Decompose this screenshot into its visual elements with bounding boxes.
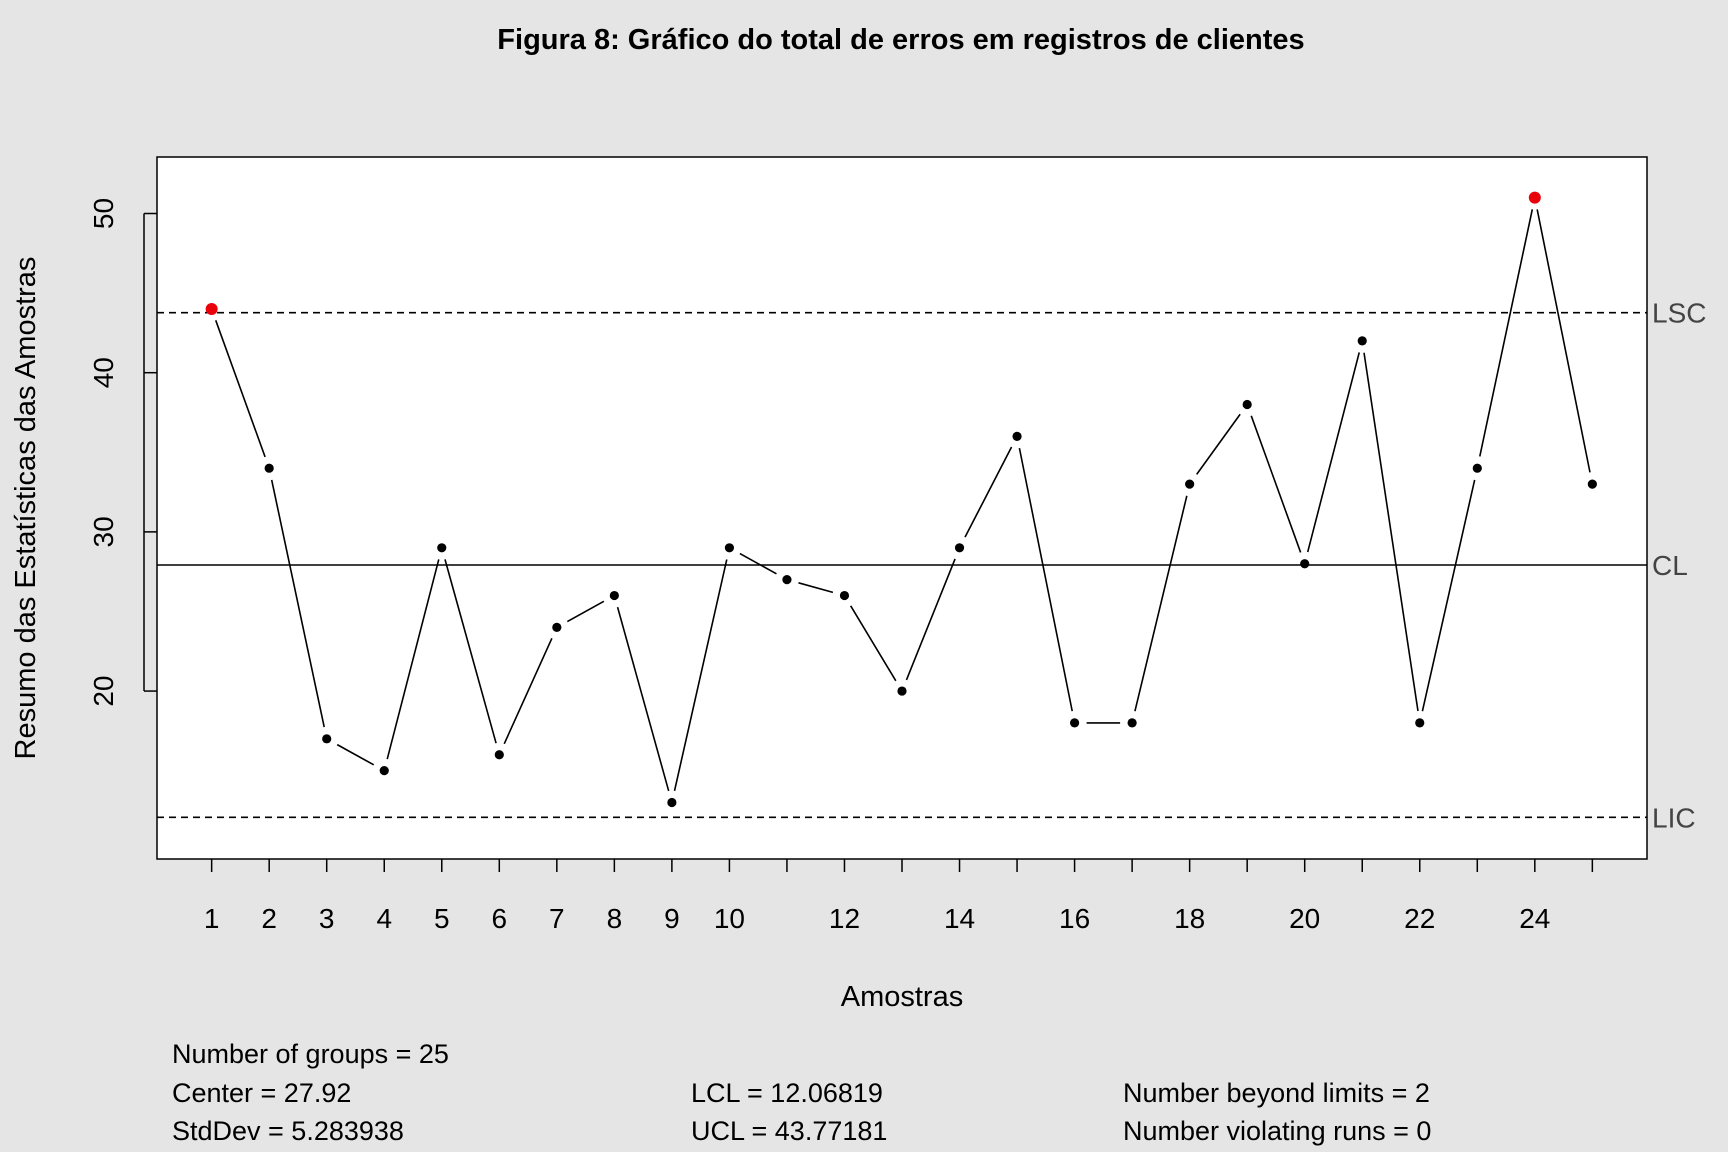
- series-segment: [1536, 209, 1591, 473]
- plot-area: [156, 156, 1648, 860]
- series-segment: [616, 606, 670, 792]
- series-segment: [1250, 415, 1302, 553]
- series-segment: [849, 605, 897, 682]
- series-segment: [673, 559, 728, 791]
- x-tick-label: 14: [944, 903, 975, 934]
- y-tick-label: 30: [88, 516, 119, 547]
- series-segment: [444, 559, 497, 744]
- x-tick-label: 12: [829, 903, 860, 934]
- lcl-label: LIC: [1652, 802, 1696, 833]
- data-point: [724, 543, 735, 553]
- data-point: [1472, 463, 1482, 473]
- stats-violating-runs: Number violating runs = 0: [1123, 1116, 1432, 1146]
- data-point: [1185, 479, 1195, 489]
- x-tick-label: 5: [434, 903, 450, 934]
- data-point: [609, 590, 619, 601]
- x-tick-label: 2: [261, 903, 277, 934]
- y-tick-label: 50: [88, 198, 119, 229]
- data-point: [1069, 718, 1080, 728]
- stats-lcl: LCL = 12.06819: [691, 1078, 883, 1108]
- x-tick-label: 4: [376, 903, 392, 934]
- ucl-label: LSC: [1652, 298, 1706, 329]
- control-limit-labels: LSC CL LIC: [1652, 298, 1706, 834]
- data-point: [437, 543, 447, 553]
- data-point: [954, 543, 965, 553]
- series-segment: [566, 600, 605, 623]
- data-point: [1357, 336, 1367, 346]
- violation-point: [1528, 191, 1541, 204]
- x-tick-label: 16: [1059, 903, 1090, 934]
- stats-beyond-limits: Number beyond limits = 2: [1123, 1078, 1430, 1108]
- stats-stddev: StdDev = 5.283938: [172, 1116, 404, 1146]
- x-tick-label: 7: [549, 903, 565, 934]
- series-segment: [905, 558, 956, 681]
- x-tick-label: 6: [492, 903, 508, 934]
- data-point: [1587, 479, 1597, 489]
- series-segment: [1421, 479, 1476, 712]
- data-point: [1300, 559, 1310, 569]
- y-tick-label: 20: [88, 675, 119, 706]
- y-axis: 20 30 40 50: [88, 198, 157, 707]
- x-tick-label: 9: [664, 903, 680, 934]
- x-axis-title: Amostras: [841, 981, 963, 1013]
- data-point: [379, 766, 389, 776]
- center-label: CL: [1652, 550, 1688, 581]
- series-segment: [1479, 209, 1534, 457]
- stats-ucl: UCL = 43.77181: [691, 1116, 888, 1146]
- stats-center: Center = 27.92: [172, 1078, 352, 1108]
- series-segment: [1306, 352, 1361, 553]
- series-segment: [386, 559, 440, 760]
- series-line: [214, 209, 1591, 792]
- data-point: [897, 686, 907, 696]
- data-point: [1242, 399, 1252, 410]
- data-point: [322, 734, 332, 744]
- series-segment: [214, 320, 266, 458]
- y-axis-title: Resumo das Estatísticas das Amostras: [10, 257, 42, 760]
- x-tick-label: 3: [319, 903, 335, 934]
- series-segment: [798, 582, 834, 594]
- data-point: [552, 622, 562, 632]
- series-segment: [1196, 413, 1241, 475]
- x-tick-label: 20: [1289, 903, 1320, 934]
- data-point: [1127, 718, 1137, 728]
- x-tick-label: 24: [1519, 903, 1550, 934]
- series-segment: [1363, 352, 1419, 712]
- series-segment: [270, 479, 325, 728]
- chart-title: Figura 8: Gráfico do total de erros em r…: [497, 24, 1304, 56]
- x-tick-label: 10: [714, 903, 745, 934]
- series-segment: [503, 637, 553, 745]
- series-segment: [739, 552, 777, 575]
- x-tick-label: 1: [204, 903, 220, 934]
- x-axis: 1 2 3 4 5 6 7 8 9 10 12 14 16 18 20 22 24: [204, 859, 1594, 934]
- x-tick-label: 18: [1174, 903, 1205, 934]
- data-point: [839, 590, 850, 601]
- x-tick-label: 22: [1404, 903, 1435, 934]
- data-point: [667, 797, 677, 808]
- series-segment: [336, 743, 375, 766]
- violation-point: [205, 303, 218, 316]
- data-point: [494, 750, 504, 760]
- data-point: [264, 463, 274, 473]
- y-tick-label: 40: [88, 357, 119, 388]
- control-limit-lines: [157, 311, 1647, 819]
- x-tick-label: 8: [607, 903, 623, 934]
- stats-groups: Number of groups = 25: [172, 1039, 449, 1069]
- series-segment: [1134, 495, 1188, 712]
- data-point: [1415, 718, 1425, 728]
- series-segment: [1018, 447, 1074, 712]
- series-points: [205, 191, 1597, 808]
- series-segment: [964, 446, 1013, 538]
- data-point: [782, 575, 792, 585]
- data-point: [1012, 431, 1022, 441]
